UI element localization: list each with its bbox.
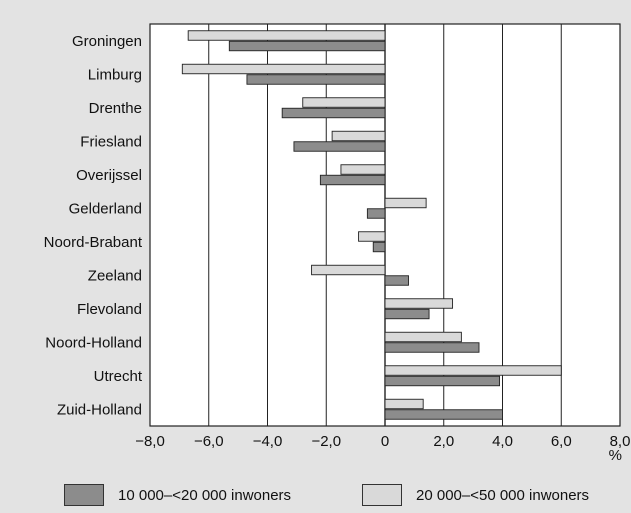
x-tick-label-1: −6,0 xyxy=(194,433,224,450)
x-tick-label-2: −4,0 xyxy=(253,433,283,450)
bar-series-2-drenthe xyxy=(302,97,386,108)
category-label-zeeland: Zeeland xyxy=(88,267,142,284)
bar-series-1-zuid-holland xyxy=(384,409,503,420)
bar-series-2-friesland xyxy=(331,130,386,142)
category-label-noord-brabant: Noord-Brabant xyxy=(44,234,143,251)
grid-lines xyxy=(208,24,562,426)
bar-series-2-limburg xyxy=(181,63,386,75)
category-label-limburg: Limburg xyxy=(88,66,142,83)
legend-item-series-2: 20 000–<50 000 inwoners xyxy=(362,484,622,508)
bar-series-1-noord-holland xyxy=(384,342,480,353)
bar-series-2-groningen xyxy=(187,30,386,41)
category-label-friesland: Friesland xyxy=(80,133,142,150)
bar-series-2-zuid-holland xyxy=(384,398,424,410)
category-label-overijssel: Overijssel xyxy=(76,167,142,184)
x-tick-label-0: −8,0 xyxy=(135,433,165,450)
category-label-utrecht: Utrecht xyxy=(94,368,143,385)
bar-series-1-friesland xyxy=(293,141,386,152)
bar-series-1-drenthe xyxy=(281,107,386,119)
bars xyxy=(181,30,562,420)
legend-swatch-series-1 xyxy=(64,484,104,506)
x-tick-label-5: 2,0 xyxy=(433,433,454,450)
bar-series-1-utrecht xyxy=(384,375,501,387)
legend-label-series-2: 20 000–<50 000 inwoners xyxy=(416,487,590,504)
x-tick-labels: −8,0 −6,0 −4,0 −2,0 0 2,0 4,0 6,0 8,0 xyxy=(135,433,630,450)
bar-series-2-flevoland xyxy=(384,298,454,309)
category-label-noord-holland: Noord-Holland xyxy=(45,334,142,351)
legend-swatch-series-2 xyxy=(362,484,402,506)
bar-chart: Groningen Limburg Drenthe Friesland Overijss… xyxy=(44,23,630,464)
bar-series-2-utrecht xyxy=(384,365,562,376)
bar-series-1-groningen xyxy=(228,40,386,52)
bar-series-2-noord-brabant xyxy=(358,231,386,242)
x-tick-label-7: 6,0 xyxy=(551,433,572,450)
category-label-groningen: Groningen xyxy=(72,33,142,50)
legend: 10 000–<20 000 inwoners 20 000–<50 000 i… xyxy=(0,478,631,513)
bar-series-1-zeeland xyxy=(384,275,409,286)
bar-series-1-flevoland xyxy=(384,308,430,320)
bar-series-1-limburg xyxy=(246,74,386,85)
legend-label-series-1: 10 000–<20 000 inwoners xyxy=(118,487,292,504)
legend-item-series-1: 10 000–<20 000 inwoners xyxy=(64,484,304,508)
x-tick-label-8: 8,0 xyxy=(610,433,631,450)
x-tick-label-4: 0 xyxy=(381,433,389,450)
bar-series-2-zeeland xyxy=(311,264,386,276)
plot-frame xyxy=(149,23,621,427)
category-label-flevoland: Flevoland xyxy=(77,301,142,318)
category-label-gelderland: Gelderland xyxy=(69,200,142,217)
x-tick-label-6: 4,0 xyxy=(492,433,513,450)
bar-series-1-overijssel xyxy=(319,174,386,186)
bar-series-2-gelderland xyxy=(384,197,427,209)
x-unit-label: % xyxy=(609,447,622,464)
x-tick-label-3: −2,0 xyxy=(311,433,341,450)
category-label-zuid-holland: Zuid-Holland xyxy=(57,401,142,418)
bar-series-1-noord-brabant xyxy=(372,241,386,253)
bar-series-1-gelderland xyxy=(366,208,386,219)
bar-series-2-overijssel xyxy=(340,164,386,175)
bar-series-2-noord-holland xyxy=(384,331,462,343)
category-label-drenthe: Drenthe xyxy=(89,100,142,117)
category-labels: Groningen Limburg Drenthe Friesland Overijss… xyxy=(44,33,143,419)
